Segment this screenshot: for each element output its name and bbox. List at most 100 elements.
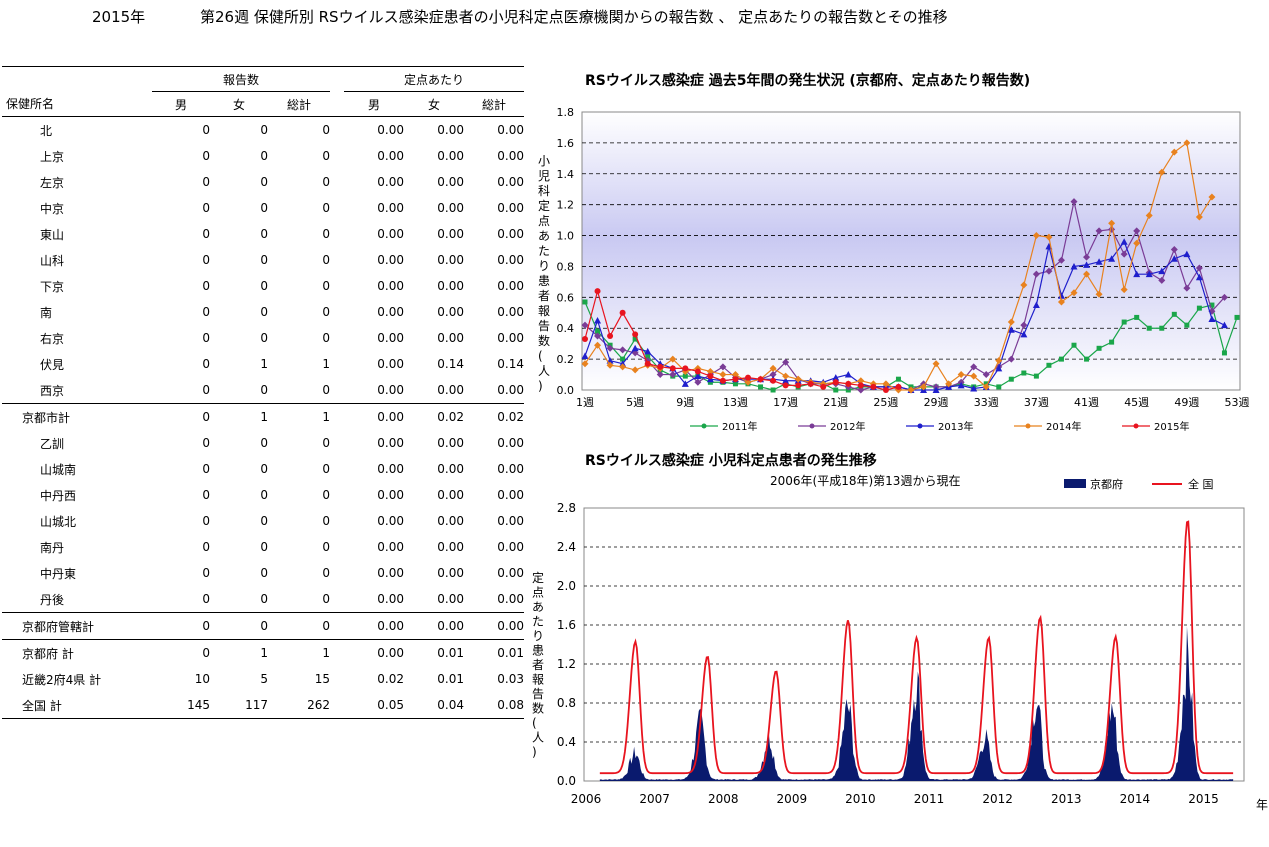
- data-point: [1170, 148, 1178, 156]
- x-tick-label: 2012: [982, 792, 1013, 806]
- table-cell: 0: [260, 383, 268, 397]
- table-cell: 0: [202, 357, 210, 371]
- table-cell: 145: [152, 692, 210, 719]
- data-point: [619, 309, 626, 316]
- table-cell: 0: [260, 175, 268, 189]
- data-point: [1007, 326, 1015, 333]
- data-point: [1045, 267, 1053, 275]
- table-cell: 0.00: [497, 514, 524, 528]
- svg-text:り: り: [532, 629, 544, 643]
- y-tick-label: 0.8: [557, 260, 575, 273]
- office-name: 山城北: [40, 514, 77, 529]
- table-row: 中京 0 0 0 0.00 0.00 0.00: [2, 195, 524, 221]
- table-cell: 0: [202, 123, 210, 137]
- chart1-title: RSウイルス感染症 過去5年間の発生状況 (京都府、定点あたり報告数): [585, 73, 1031, 89]
- data-point: [620, 356, 626, 362]
- table-cell: 0.00: [464, 612, 524, 640]
- table-cell: 0: [202, 540, 210, 554]
- legend-marker: [917, 423, 923, 429]
- table-cell: 0.00: [437, 488, 464, 502]
- data-point: [631, 366, 639, 374]
- table-cell: 0.00: [437, 540, 464, 554]
- data-point: [1184, 322, 1190, 328]
- data-point: [1057, 256, 1065, 264]
- y-tick-label: 0.8: [557, 696, 576, 710]
- table-cell: 0.00: [497, 383, 524, 397]
- table-row: 近畿2府4県 計 10 5 15 0.02 0.01 0.03: [2, 666, 524, 692]
- x-tick-label: 25週: [873, 396, 898, 409]
- table-row: 全国 計 145 117 262 0.05 0.04 0.08: [2, 692, 524, 719]
- column-header: 女: [404, 91, 464, 117]
- data-point: [782, 377, 790, 384]
- table-cell: 0.01: [464, 639, 524, 666]
- column-header: 男: [344, 91, 404, 117]
- data-point: [795, 382, 802, 389]
- data-point: [594, 317, 602, 324]
- table-cell: 0: [322, 566, 330, 580]
- data-point: [957, 371, 965, 379]
- table-cell: 0: [322, 592, 330, 606]
- data-point: [1020, 330, 1028, 338]
- data-point: [1208, 193, 1216, 201]
- data-point: [932, 386, 940, 393]
- table-cell: 0: [202, 592, 210, 606]
- table-cell: 0.05: [344, 692, 404, 719]
- data-point: [832, 374, 840, 381]
- data-point: [719, 377, 726, 384]
- table-cell: 0.00: [377, 462, 404, 476]
- office-name: 上京: [40, 149, 65, 164]
- x-tick-label: 2011: [914, 792, 945, 806]
- table-cell: 0: [322, 227, 330, 241]
- svg-text:人: 人: [532, 731, 544, 745]
- x-tick-label: 45週: [1124, 396, 1149, 409]
- data-point: [619, 346, 627, 354]
- legend-label: 京都府: [1090, 477, 1123, 491]
- data-point: [1095, 290, 1103, 298]
- table-cell: 0: [260, 592, 268, 606]
- table-cell: 0.02: [404, 403, 464, 430]
- table-row: 下京 0 0 0 0.00 0.00 0.00: [2, 273, 524, 299]
- table-cell: 0.00: [497, 462, 524, 476]
- office-name: 山科: [40, 253, 65, 268]
- column-header: 総計: [268, 91, 330, 117]
- y-tick-label: 1.0: [557, 230, 575, 243]
- data-point: [970, 363, 978, 371]
- svg-text:た: た: [532, 615, 544, 629]
- y-tick-label: 0.0: [557, 384, 575, 397]
- data-point: [1033, 373, 1039, 379]
- data-point: [682, 365, 689, 372]
- table-cell: 0: [322, 253, 330, 267]
- office-name: 左京: [40, 175, 65, 190]
- table-cell: 0: [322, 514, 330, 528]
- series-area-kyoto: [599, 626, 1234, 781]
- table-cell: 1: [260, 357, 268, 371]
- data-point: [607, 332, 614, 339]
- table-cell: 0: [202, 383, 210, 397]
- office-name: 近畿2府4県 計: [22, 672, 102, 687]
- table-cell: 0.00: [377, 279, 404, 293]
- data-point: [982, 371, 990, 379]
- data-point: [1220, 321, 1228, 329]
- data-point: [857, 386, 865, 394]
- data-point: [1158, 168, 1166, 176]
- office-name: 中京: [40, 201, 65, 216]
- svg-text:数: 数: [538, 333, 550, 348]
- table-row: 南丹 0 0 0 0.00 0.00 0.00: [2, 534, 524, 560]
- table-cell: 0.00: [377, 227, 404, 241]
- table-cell: 0.00: [437, 462, 464, 476]
- data-point: [594, 332, 602, 340]
- office-name: 右京: [40, 331, 65, 346]
- data-point: [682, 373, 688, 379]
- table-cell: 0.00: [377, 305, 404, 319]
- data-point: [707, 373, 714, 380]
- table-row: 山城南 0 0 0 0.00 0.00 0.00: [2, 456, 524, 482]
- table-row: 左京 0 0 0 0.00 0.00 0.00: [2, 169, 524, 195]
- table-row: 山城北 0 0 0 0.00 0.00 0.00: [2, 508, 524, 534]
- table-cell: 0.00: [437, 331, 464, 345]
- data-point: [1070, 262, 1078, 270]
- data-point: [1021, 370, 1027, 376]
- data-point: [870, 383, 877, 390]
- svg-text:定: 定: [532, 570, 544, 585]
- table-cell: 0.00: [377, 149, 404, 163]
